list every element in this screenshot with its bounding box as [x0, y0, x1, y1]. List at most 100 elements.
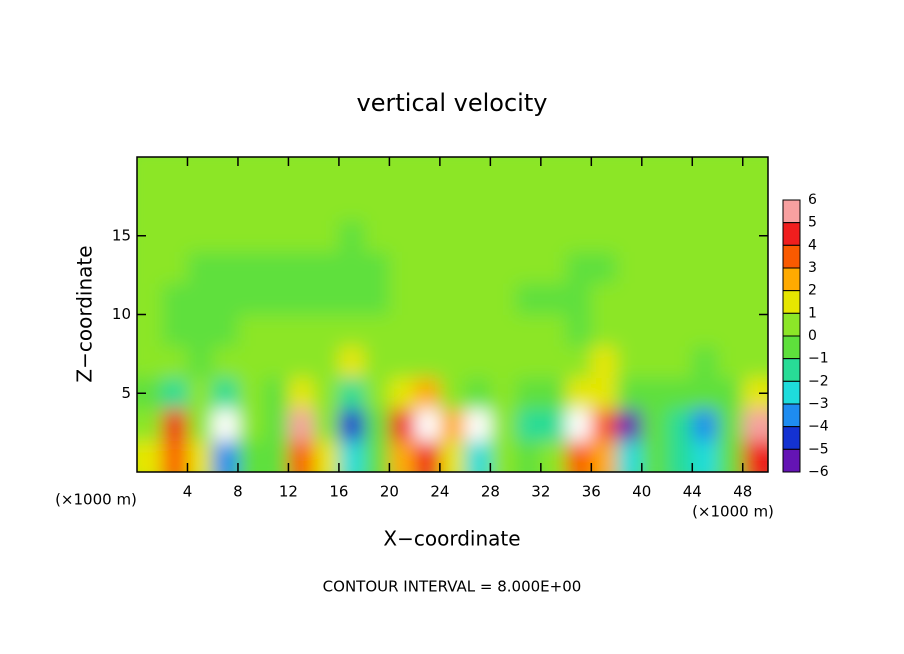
field-cell	[591, 440, 618, 472]
field-cell	[540, 157, 567, 189]
field-cell	[641, 157, 668, 189]
field-cell	[313, 377, 340, 410]
colorbar-label: −4	[808, 419, 829, 435]
field-cell	[692, 377, 719, 410]
field-cell	[591, 251, 618, 284]
field-cell	[439, 409, 466, 441]
field-cell	[162, 346, 188, 378]
chart-title: vertical velocity	[357, 89, 548, 117]
field-cell	[591, 346, 618, 378]
field-cell	[263, 157, 289, 189]
field-cell	[641, 314, 668, 347]
field-cell	[692, 188, 719, 221]
field-cell	[566, 283, 592, 315]
field-cell	[414, 346, 441, 378]
field-cell	[515, 314, 542, 347]
field-cell	[540, 251, 567, 284]
field-cell	[389, 251, 416, 284]
colorbar-box	[782, 358, 801, 382]
colorbar-label: 4	[808, 237, 817, 253]
field-cell	[439, 314, 466, 347]
field-cell	[439, 377, 466, 410]
field-cell	[313, 251, 340, 284]
field-cell	[338, 346, 365, 378]
field-cell	[187, 283, 214, 315]
field-cell	[237, 220, 264, 252]
field-cell	[742, 251, 768, 284]
field-cell	[540, 440, 567, 472]
field-cell	[540, 220, 567, 252]
x-tick-label: 48	[733, 483, 752, 501]
colorbar-box	[782, 403, 801, 428]
field-cell	[742, 314, 768, 347]
field-cell	[540, 409, 567, 441]
field-cell	[566, 377, 592, 410]
field-cell	[288, 314, 315, 347]
field-cell	[313, 283, 340, 315]
colorbar-box	[782, 290, 801, 314]
field-cell	[641, 409, 668, 441]
field-cell	[515, 283, 542, 315]
field-cell	[717, 157, 744, 189]
field-cell	[717, 377, 744, 410]
field-cell	[288, 377, 315, 410]
field-cell	[616, 283, 643, 315]
x-tick-label: 28	[481, 483, 500, 501]
z-unit-label: (×1000 m)	[55, 491, 137, 509]
field-cell	[566, 314, 592, 347]
field-cell	[288, 188, 315, 221]
field-cell	[717, 251, 744, 284]
field-cell	[414, 157, 441, 189]
field-cell	[389, 157, 416, 189]
field-cell	[439, 283, 466, 315]
field-cell	[439, 440, 466, 472]
field-cell	[212, 251, 239, 284]
field-cell	[288, 283, 315, 315]
field-cell	[414, 440, 441, 472]
colorbar-box	[782, 312, 801, 337]
x-tick-label: 36	[582, 483, 601, 501]
field-cell	[591, 220, 618, 252]
field-cell	[692, 409, 719, 441]
field-cell	[263, 346, 289, 378]
field-cell	[641, 251, 668, 284]
field-cell	[414, 188, 441, 221]
field-cell	[515, 346, 542, 378]
colorbar-box	[782, 199, 801, 224]
field-cell	[490, 314, 517, 347]
field-cell	[616, 188, 643, 221]
field-cell	[641, 283, 668, 315]
field-cell	[742, 409, 768, 441]
field-cell	[187, 346, 214, 378]
field-cell	[742, 188, 768, 221]
field-cell	[137, 314, 163, 347]
field-cell	[667, 157, 693, 189]
field-cell	[313, 220, 340, 252]
field-cell	[187, 377, 214, 410]
field-cell	[137, 283, 163, 315]
field-cell	[692, 251, 719, 284]
field-cell	[566, 409, 592, 441]
field-cell	[364, 377, 390, 410]
field-cell	[465, 157, 491, 189]
field-cell	[162, 188, 188, 221]
field-cell	[641, 188, 668, 221]
x-tick-label: 24	[430, 483, 449, 501]
colorbar-label: 2	[808, 283, 817, 299]
field-cell	[490, 188, 517, 221]
field-cell	[338, 314, 365, 347]
field-cell	[465, 220, 491, 252]
field-cell	[465, 314, 491, 347]
field-cell	[263, 440, 289, 472]
field-cell	[616, 220, 643, 252]
field-cell	[389, 377, 416, 410]
field-cell	[212, 220, 239, 252]
colorbar-label: 3	[808, 260, 817, 276]
field-cell	[389, 188, 416, 221]
field-cell	[313, 188, 340, 221]
field-cell	[591, 377, 618, 410]
field-cell	[566, 440, 592, 472]
field-cell	[364, 251, 390, 284]
field-cell	[263, 283, 289, 315]
field-cell	[692, 283, 719, 315]
